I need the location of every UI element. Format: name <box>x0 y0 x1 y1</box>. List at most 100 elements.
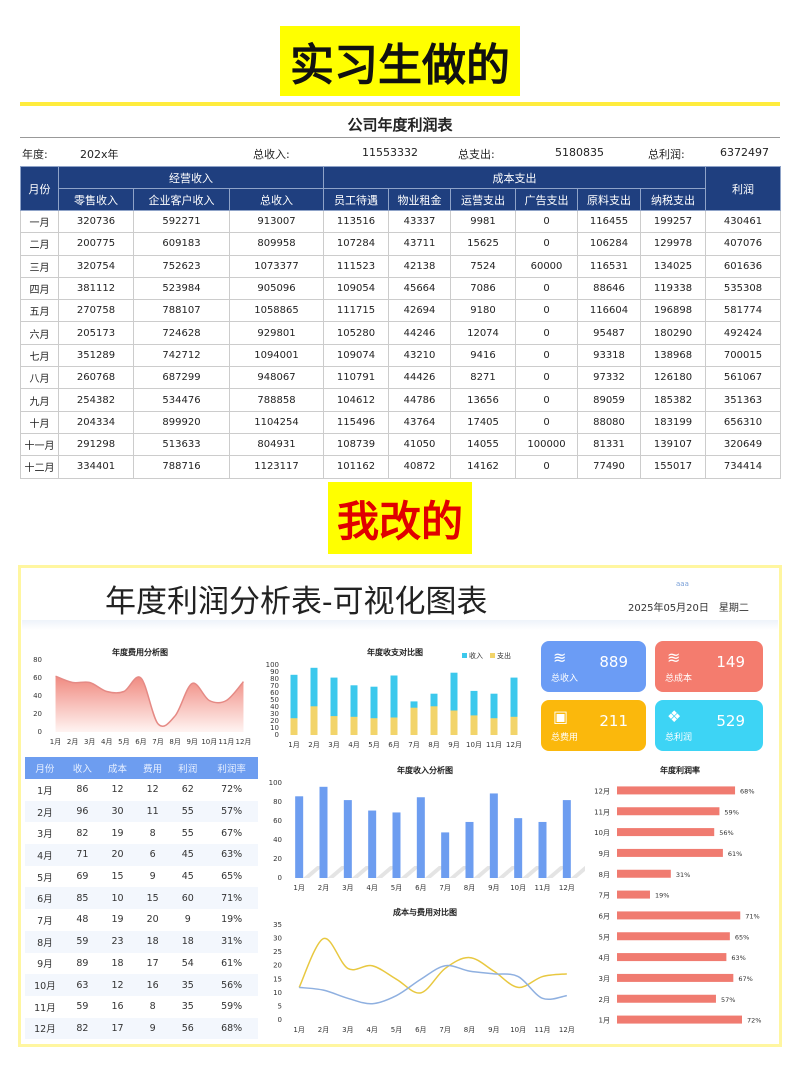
table-cell: 44246 <box>388 321 451 345</box>
kpi-card: ≋ 总收入 889 <box>541 641 646 692</box>
table-row: 十月 204334 899920 1104254 115496 43764 17405 0 88… <box>20 410 781 434</box>
table-cell: 1058865 <box>229 299 324 323</box>
table-cell: 5月 <box>37 872 53 884</box>
table-cell: 523984 <box>133 276 230 301</box>
table-cell: 105280 <box>323 321 389 345</box>
y-tick-label: 30 <box>273 935 282 943</box>
table-cell: 九月 <box>20 388 59 412</box>
table-cell: 40872 <box>388 455 451 479</box>
kpi-label: 总费用 <box>551 733 579 743</box>
table-cell: 20 <box>146 914 159 926</box>
table-cell: 59% <box>221 1001 243 1013</box>
bar <box>489 793 498 878</box>
table-cell: 139107 <box>640 432 706 457</box>
y-tick-label: 7月 <box>599 892 610 900</box>
table-cell: 109054 <box>323 276 389 301</box>
bar-shadow <box>327 866 348 878</box>
table-cell: 116455 <box>577 209 641 234</box>
table-cell: 9416 <box>450 343 516 368</box>
table-cell: 2月 <box>25 800 65 823</box>
bar-income <box>470 690 478 735</box>
column-header: 总收入 <box>229 188 324 211</box>
table-cell: 18 <box>135 930 171 953</box>
x-tick-label: 4月 <box>348 741 359 749</box>
y-tick-label: 1月 <box>599 1017 610 1025</box>
income-bar-chart: 0 20 40 60 80 100 1月 2月 3月 4月 5月 6月 7月 8月 9月 10月 11月 12月 <box>269 779 585 892</box>
table-cell: 100000 <box>515 432 578 457</box>
y-tick-label: 20 <box>273 855 282 863</box>
table-cell: 0 <box>515 321 578 345</box>
table-cell: 270758 <box>58 299 134 323</box>
bar-expense <box>490 718 498 735</box>
x-tick-label: 6月 <box>135 738 146 746</box>
x-tick-label: 1月 <box>288 741 299 749</box>
table-cell: 95487 <box>577 321 641 345</box>
x-tick-label: 9月 <box>448 741 459 749</box>
table-cell: 43337 <box>388 209 451 234</box>
table-cell: 82 <box>64 1017 100 1040</box>
data-label: 31% <box>676 871 690 879</box>
y-tick-label: 90 <box>270 668 279 676</box>
table-cell: 67% <box>221 827 243 839</box>
chart-title: 年度收支对比图 <box>367 648 423 657</box>
header-cost: 成本支出 <box>323 166 706 189</box>
table-cell: 513633 <box>133 432 230 457</box>
bar-income <box>290 674 298 735</box>
table-cell: 0 <box>515 410 578 434</box>
y-tick-label: 20 <box>270 717 279 725</box>
table-cell: 93318 <box>577 343 641 368</box>
column-header: 利润率 <box>205 757 258 779</box>
table-cell: 43711 <box>388 232 451 256</box>
y-tick-label: 40 <box>270 703 279 711</box>
table-row: 5月 69 15 9 45 65% <box>25 866 258 888</box>
table-cell: 0 <box>515 455 578 479</box>
bar <box>617 890 650 899</box>
dashboard-date: 2025年05月20日 星期二 <box>628 603 749 614</box>
column-header: 原料支出 <box>577 188 641 211</box>
table-cell: 55 <box>181 827 194 839</box>
table-cell: 45 <box>181 871 194 883</box>
table-cell: 57% <box>205 800 258 823</box>
y-tick-label: 0 <box>275 731 279 739</box>
expense-area-chart: 0 20 40 60 80 1月 2月 3月 4月 5月 6月 7月 8月 9月 10月 11月 12月 <box>33 656 251 746</box>
table-row: 十一月 291298 513633 804931 108739 41050 14055 100… <box>20 432 781 457</box>
column-header: 零售收入 <box>58 188 134 211</box>
column-header: 运营支出 <box>450 188 516 211</box>
table-cell: 687299 <box>133 366 230 390</box>
bar <box>617 973 734 982</box>
table-row: 3月 82 19 8 55 67% <box>25 822 258 844</box>
table-row: 2月 96 30 11 55 57% <box>25 800 258 823</box>
y-tick-label: 0 <box>38 728 42 736</box>
table-cell: 11 <box>135 800 171 823</box>
y-tick-label: 40 <box>273 836 282 844</box>
bar-income <box>370 686 378 735</box>
income-label: 总收入: <box>253 148 290 161</box>
table-cell: 7086 <box>450 276 516 301</box>
table-cell: 9 <box>184 914 191 926</box>
table-row: 四月 381112 523984 905096 109054 45664 7086 0 8864… <box>20 276 781 301</box>
table-cell: 9 <box>135 1017 171 1040</box>
bar-shadow <box>473 866 494 878</box>
x-tick-label: 3月 <box>342 884 353 892</box>
table-cell: 五月 <box>20 299 59 323</box>
y-tick-label: 30 <box>270 710 279 718</box>
x-tick-label: 1月 <box>293 884 304 892</box>
y-tick-label: 100 <box>269 779 282 787</box>
table-cell: 11月 <box>34 1002 56 1014</box>
table-cell: 42138 <box>388 254 451 278</box>
header-profit: 利润 <box>705 166 781 211</box>
x-tick-label: 7月 <box>152 738 163 746</box>
data-label: 71% <box>745 912 759 920</box>
table-cell: 9月 <box>37 959 53 971</box>
table-cell: 320649 <box>705 432 781 457</box>
table-cell: 129978 <box>640 232 706 256</box>
table-cell: 0 <box>515 388 578 412</box>
bar <box>617 953 727 962</box>
table-row: 六月 205173 724628 929801 105280 44246 12074 0 954… <box>20 321 781 345</box>
table-cell: 97332 <box>577 366 641 390</box>
y-tick-label: 100 <box>266 661 279 669</box>
kpi-value: 211 <box>599 712 628 730</box>
table-cell: 430461 <box>705 209 781 234</box>
bar-income <box>350 685 358 735</box>
